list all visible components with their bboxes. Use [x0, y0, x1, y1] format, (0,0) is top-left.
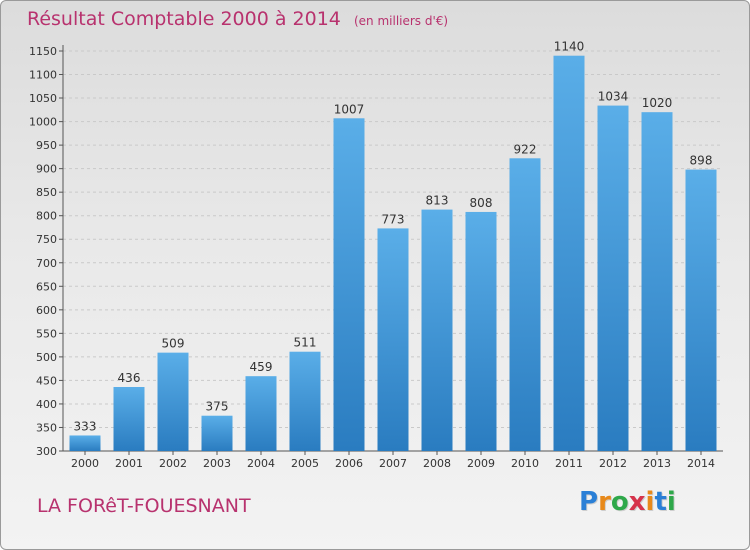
y-tick-label: 600 [36, 304, 57, 317]
bar-value-label: 436 [118, 371, 141, 385]
logo-letter: i [645, 487, 655, 517]
bar-value-label: 898 [690, 154, 713, 168]
x-tick-label: 2012 [599, 457, 627, 470]
x-tick-label: 2008 [423, 457, 451, 470]
x-tick-label: 2006 [335, 457, 363, 470]
y-tick-label: 1000 [29, 116, 57, 129]
x-tick-label: 2001 [115, 457, 143, 470]
bar-value-label: 1140 [554, 40, 585, 54]
bar-value-label: 813 [426, 194, 449, 208]
y-tick-label: 950 [36, 139, 57, 152]
bar-value-label: 509 [162, 337, 185, 351]
logo-letter: o [610, 487, 629, 517]
y-tick-label: 850 [36, 186, 57, 199]
bar [509, 158, 541, 451]
logo-letter: t [654, 487, 667, 517]
y-tick-label: 350 [36, 421, 57, 434]
bar-value-label: 459 [250, 360, 273, 374]
x-tick-label: 2011 [555, 457, 583, 470]
bar [641, 112, 673, 452]
bar-value-label: 511 [294, 336, 317, 350]
commune-name: LA FORêT-FOUESNANT [37, 495, 251, 517]
logo-letter: P [579, 487, 599, 517]
bar [377, 228, 409, 451]
bar [157, 352, 189, 451]
proxiti-logo: Proxiti [579, 487, 676, 517]
bar [333, 118, 365, 451]
y-tick-label: 1100 [29, 69, 57, 82]
chart-title: Résultat Comptable 2000 à 2014 [27, 8, 341, 30]
y-tick-label: 1050 [29, 92, 57, 105]
y-tick-label: 900 [36, 163, 57, 176]
bar [685, 169, 717, 451]
y-tick-label: 300 [36, 445, 57, 458]
bar-value-label: 333 [74, 419, 97, 433]
y-tick-label: 450 [36, 374, 57, 387]
bar [201, 415, 233, 451]
bar-value-label: 773 [382, 212, 405, 226]
bar-value-label: 375 [206, 400, 229, 414]
logo-letter: r [598, 487, 611, 517]
unit-note: (en milliers d'€) [353, 14, 449, 28]
y-tick-label: 800 [36, 210, 57, 223]
y-tick-label: 750 [36, 233, 57, 246]
y-tick-label: 550 [36, 327, 57, 340]
x-tick-label: 2010 [511, 457, 539, 470]
logo-letter: i [666, 487, 676, 517]
y-tick-label: 650 [36, 280, 57, 293]
bar [113, 387, 145, 451]
x-tick-label: 2013 [643, 457, 671, 470]
bar [289, 351, 321, 451]
bar-value-label: 922 [514, 142, 537, 156]
x-tick-label: 2014 [687, 457, 715, 470]
x-tick-label: 2000 [71, 457, 99, 470]
x-tick-label: 2007 [379, 457, 407, 470]
x-tick-label: 2004 [247, 457, 275, 470]
y-tick-label: 400 [36, 398, 57, 411]
x-tick-label: 2005 [291, 457, 319, 470]
bar-value-label: 1020 [642, 96, 673, 110]
x-tick-label: 2002 [159, 457, 187, 470]
x-tick-label: 2003 [203, 457, 231, 470]
bar-value-label: 808 [470, 196, 493, 210]
bar-value-label: 1034 [598, 90, 629, 104]
bar-value-label: 1007 [334, 102, 365, 116]
bar [69, 435, 101, 451]
x-tick-label: 2009 [467, 457, 495, 470]
chart-title-block: Résultat Comptable 2000 à 2014 (en milli… [27, 8, 448, 30]
logo-letter: x [628, 487, 646, 517]
y-tick-label: 700 [36, 257, 57, 270]
bar [553, 55, 585, 452]
bar [465, 211, 497, 451]
bar [245, 376, 277, 451]
y-tick-label: 1150 [29, 45, 57, 58]
bar [421, 209, 453, 451]
bar [597, 105, 629, 452]
y-tick-label: 500 [36, 351, 57, 364]
